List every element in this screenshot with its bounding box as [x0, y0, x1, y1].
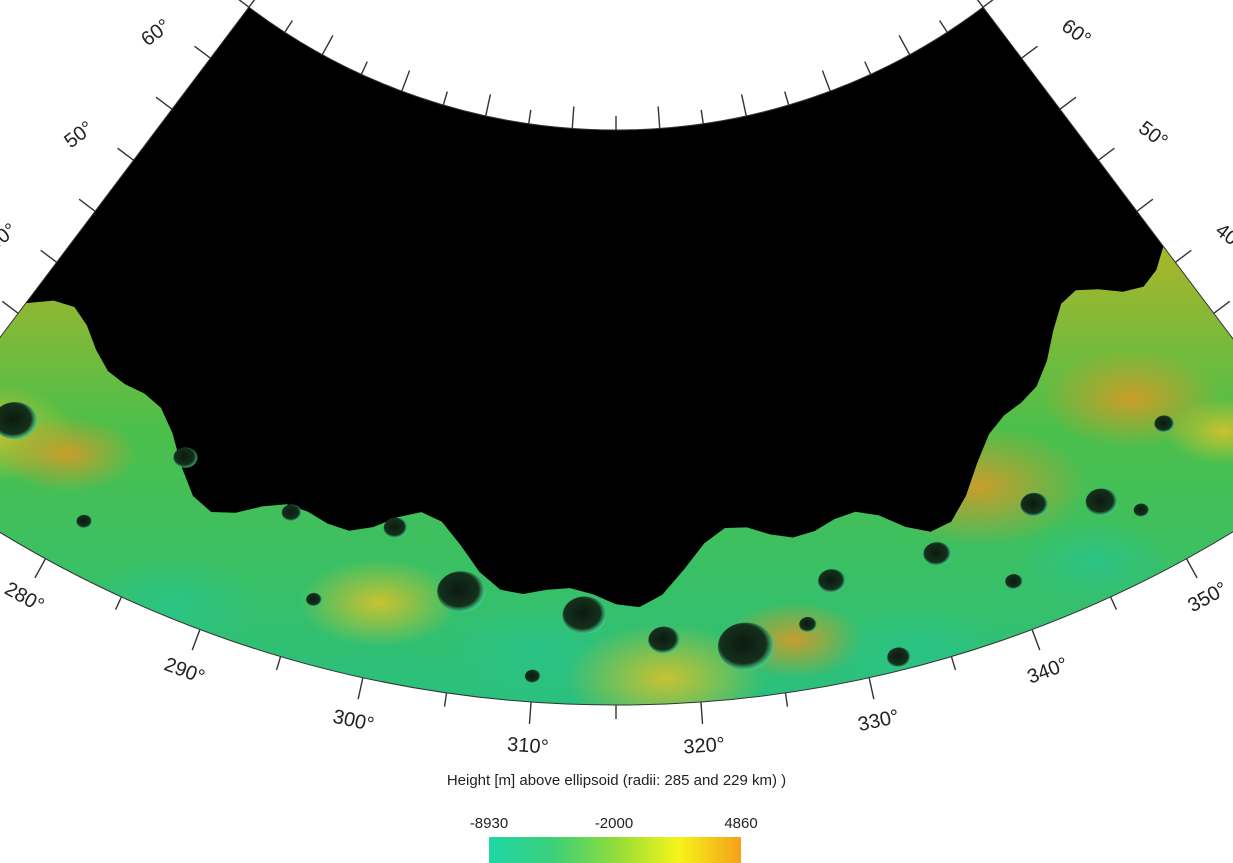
lat-tick [1213, 300, 1231, 314]
lon-tick-top [864, 61, 872, 75]
colorbar-tick-min: -8930 [469, 815, 509, 832]
lat-label-right: 60° [1057, 15, 1094, 51]
lon-tick [528, 701, 532, 724]
lat-tick [982, 0, 994, 8]
lat-tick [1, 300, 19, 314]
elevation-glow [565, 623, 766, 706]
lon-label: 310° [506, 734, 549, 759]
crater [887, 647, 912, 668]
lat-tick [238, 0, 250, 8]
crater [524, 669, 541, 684]
lon-tick-top [360, 61, 368, 75]
lon-label: 320° [683, 734, 726, 759]
lon-tick [950, 656, 957, 671]
lon-tick-top [821, 70, 831, 92]
no-data-region [25, 7, 1164, 608]
lon-tick [1031, 629, 1041, 651]
lat-tick [40, 249, 58, 263]
elevation-glow [299, 558, 460, 647]
lat-tick [1098, 147, 1115, 161]
lat-label-right: 40° [1211, 219, 1233, 255]
map-frame [0, 6, 1233, 706]
lon-label: 340° [1024, 653, 1070, 688]
elevation-glow [1164, 398, 1233, 465]
lon-tick [784, 692, 789, 707]
crater [383, 517, 408, 539]
colorbar [489, 837, 741, 863]
lon-tick [275, 656, 282, 671]
crater [562, 596, 607, 634]
crater [76, 514, 93, 529]
crater [306, 592, 323, 607]
lon-tick-top [740, 94, 747, 117]
lon-tick-top [700, 109, 704, 124]
crater [1085, 488, 1118, 516]
lon-tick [1109, 596, 1118, 610]
lat-tick [1136, 198, 1154, 212]
lat-label-left: 60° [137, 15, 174, 51]
craters [0, 402, 1175, 684]
lon-tick [34, 558, 47, 579]
elevation-glow [825, 603, 1006, 703]
lon-label: 280° [1, 578, 48, 617]
crater [1154, 415, 1175, 433]
crater [1133, 503, 1150, 518]
lon-label: 350° [1184, 578, 1231, 617]
lat-label-right: 50° [1134, 117, 1171, 153]
lon-tick-top [248, 0, 256, 8]
lon-tick-top [784, 91, 790, 106]
crater [648, 626, 681, 654]
lat-tick [1174, 249, 1192, 263]
lon-tick-top [528, 109, 532, 124]
crater [717, 622, 774, 671]
lat-label-left: 50° [60, 117, 97, 153]
crater [281, 504, 302, 522]
lon-label: 300° [331, 706, 376, 736]
terrain-map [0, 7, 1233, 706]
lat-tick [1021, 45, 1038, 59]
lat-label-left: 40° [0, 219, 21, 255]
crater [799, 616, 818, 633]
lon-tick [868, 677, 875, 700]
lon-tick [1185, 558, 1198, 579]
lat-tick [155, 96, 173, 110]
lat-tick [117, 147, 134, 161]
elevation-glow [1014, 518, 1175, 607]
lon-tick-top [898, 35, 911, 55]
crater [437, 571, 486, 613]
lon-label: 290° [161, 653, 207, 688]
crater [1005, 574, 1024, 590]
colorbar-tick-max: 4860 [724, 815, 758, 832]
lon-tick-top [321, 35, 334, 55]
lon-tick-top [401, 70, 411, 92]
crater [1020, 492, 1049, 517]
crater [923, 542, 952, 566]
elevation-glow [0, 415, 138, 493]
lon-tick-top [485, 94, 492, 117]
lon-tick [191, 629, 201, 651]
crater [173, 447, 198, 468]
lon-tick-top [571, 106, 575, 129]
lat-tick [78, 198, 96, 212]
map-figure: 66°66°60°60°50°50°40°40°30°30°21°21°270°… [0, 0, 1233, 759]
elevation-glow [83, 555, 264, 655]
lon-tick-top [657, 106, 661, 129]
lat-tick [1059, 96, 1077, 110]
lon-tick-top [284, 20, 293, 33]
lon-tick [114, 596, 123, 610]
colorbar-tick-mid: -2000 [594, 815, 634, 832]
lon-tick-top [976, 0, 984, 8]
lon-tick [443, 692, 448, 707]
lon-tick [700, 701, 704, 724]
crater [0, 402, 38, 440]
lon-tick-top [939, 20, 948, 33]
lon-label: 330° [856, 706, 901, 736]
lon-tick-top [442, 91, 448, 106]
colorbar-caption: Height [m] above ellipsoid (radii: 285 a… [446, 772, 787, 789]
lon-tick [357, 677, 364, 700]
crater [818, 569, 847, 593]
lat-tick [194, 45, 211, 59]
graticule-ticks [1, 0, 1231, 724]
